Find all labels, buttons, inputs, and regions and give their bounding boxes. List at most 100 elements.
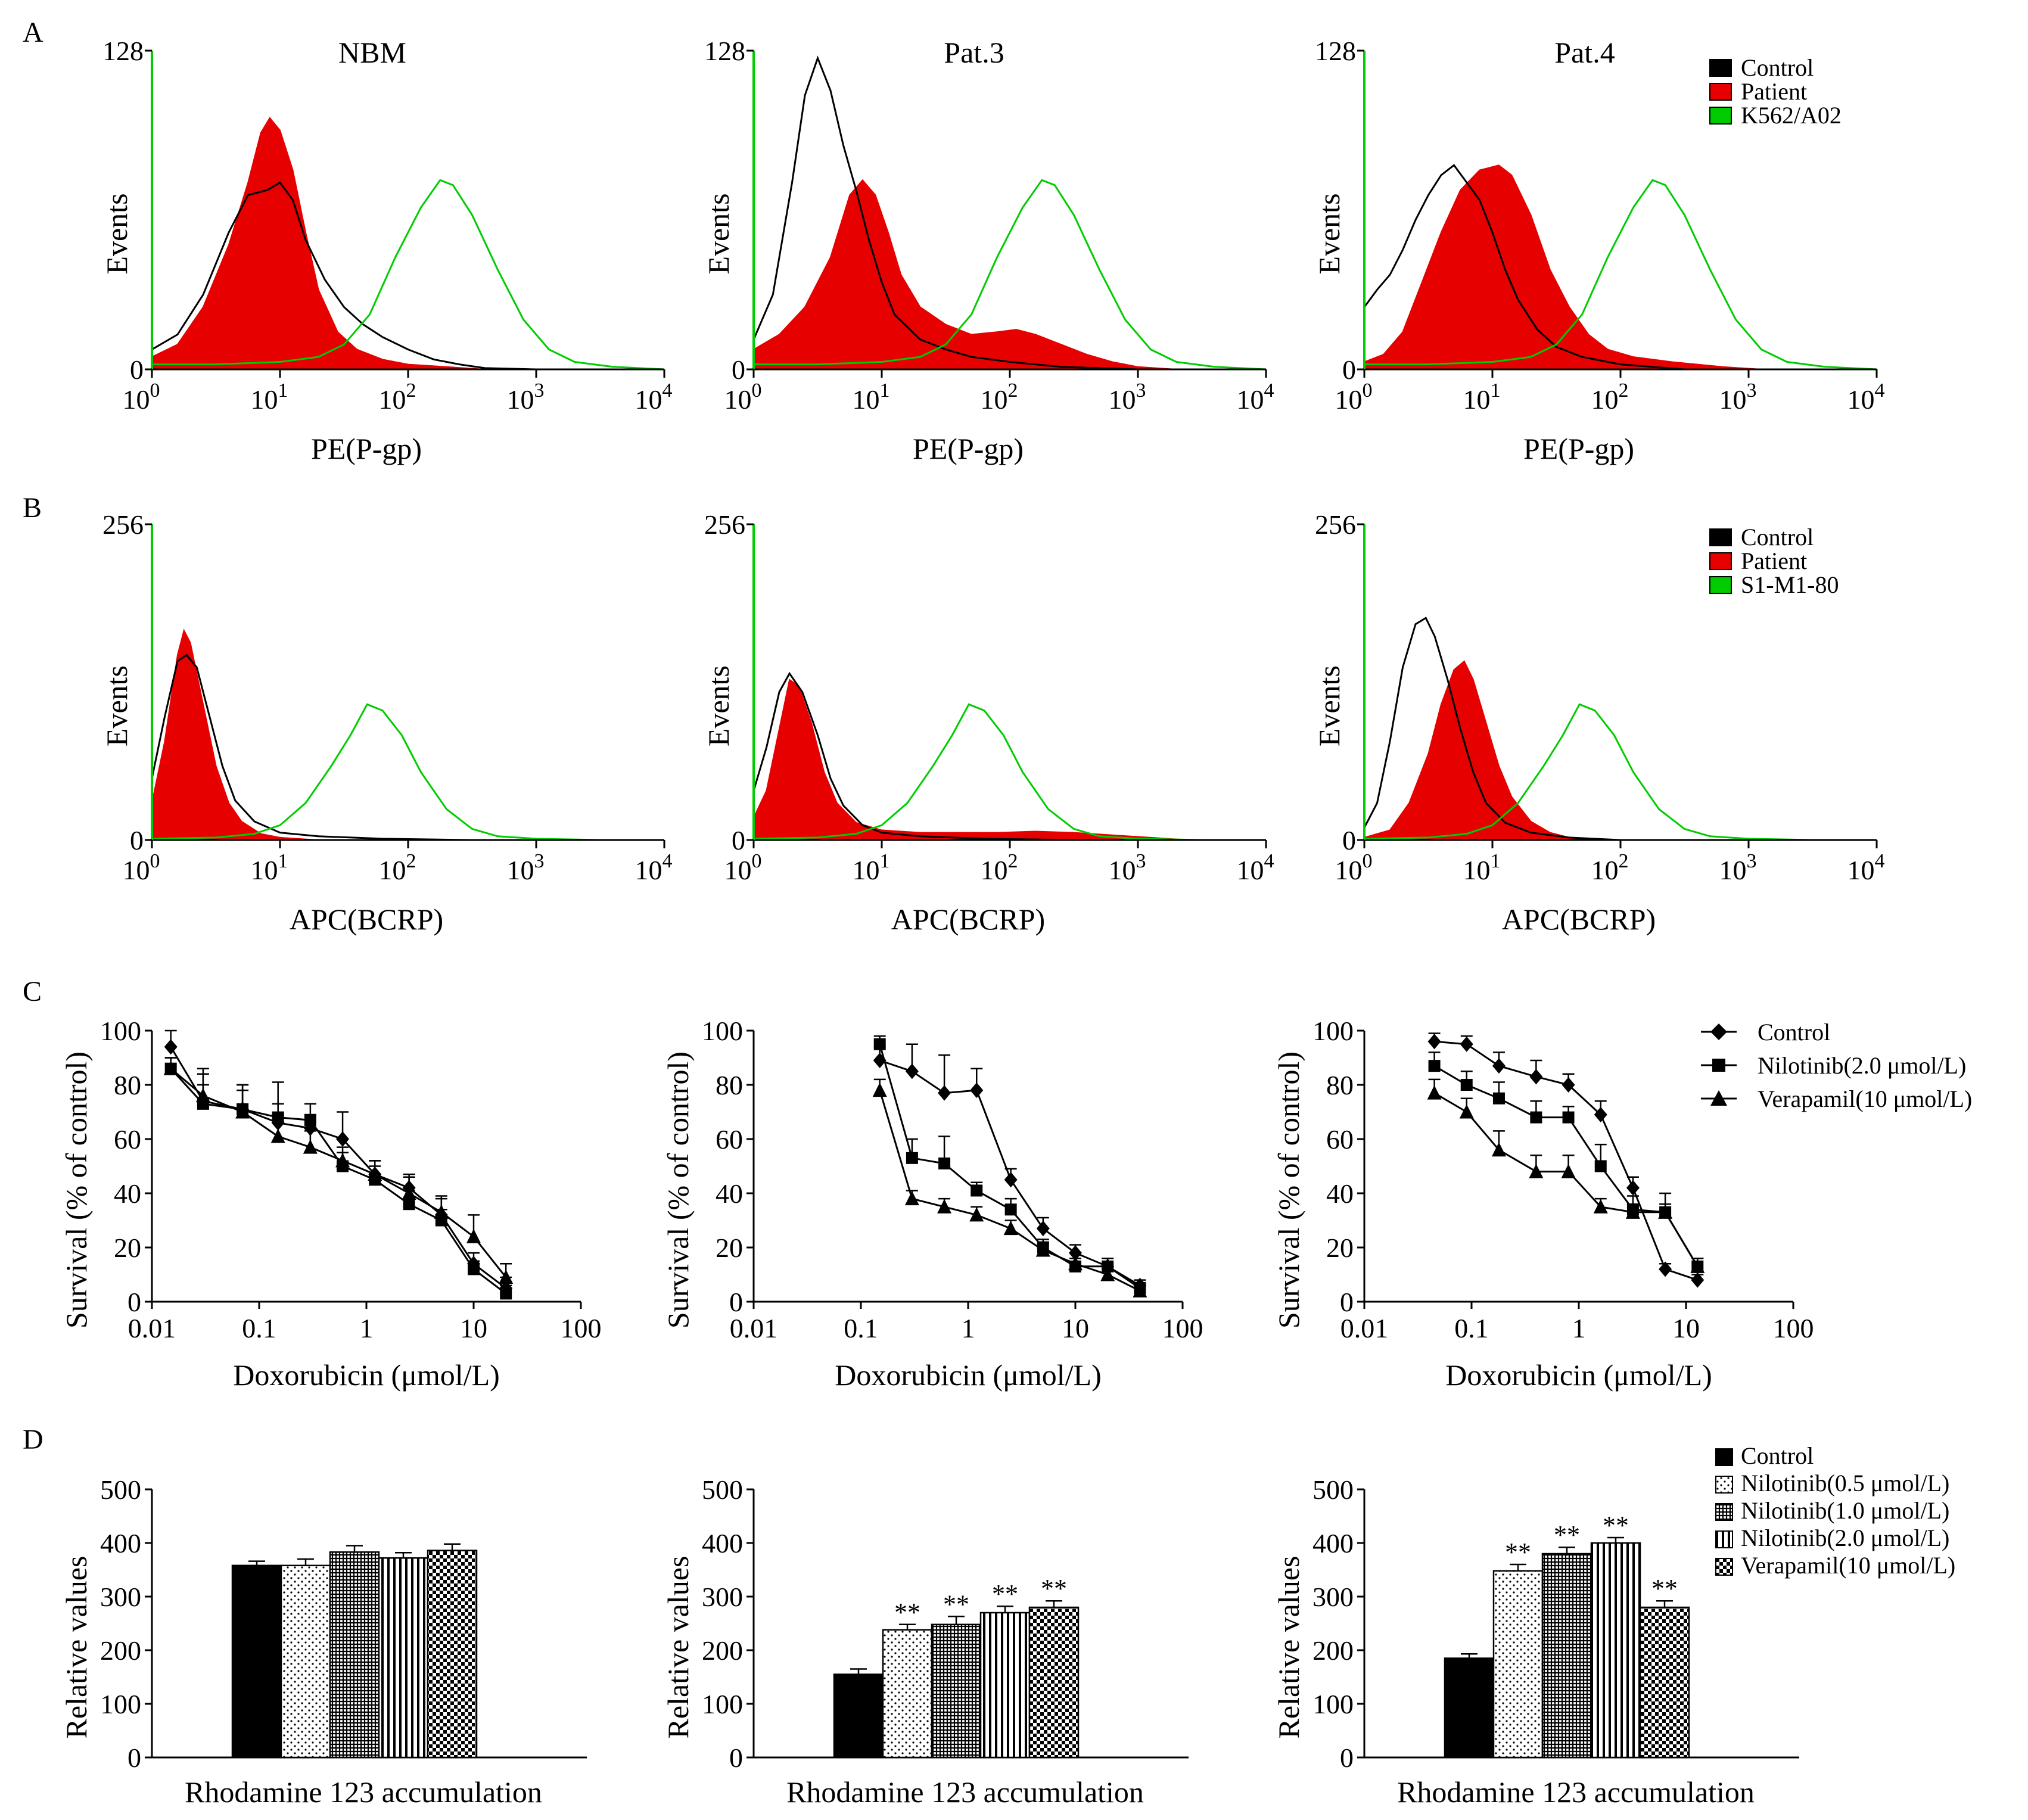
c3-diamond-point xyxy=(1626,1180,1640,1196)
c2-ylabel: Survival (% of control) xyxy=(661,1051,695,1329)
d2-bar-1 xyxy=(833,1673,884,1759)
legend-b-label-patient: Patient xyxy=(1741,547,1807,574)
legend-c-marker-square xyxy=(1712,1059,1725,1072)
d2-bar-4-significance: ** xyxy=(992,1579,1018,1609)
legend-a: Control Patient K562/A02 xyxy=(1709,54,1842,129)
b2-ytick-label: 0 xyxy=(732,825,745,855)
b1-ytick-label: 0 xyxy=(130,825,144,855)
c1-diamond-point xyxy=(336,1131,350,1147)
panel-letter-b: B xyxy=(23,492,42,524)
bar-chart-d1: 0 100 200 300 400 500 Rhodamine 123 accumulati… xyxy=(60,1474,587,1809)
a3-series-control xyxy=(1363,164,1685,371)
bar-chart-d2: 0 100 200 300 400 500 ** ** ** ** Rhodamine 123 ac… xyxy=(661,1474,1189,1809)
c3-triangle-point xyxy=(1459,1104,1474,1119)
b2-series-s1-m1-80 xyxy=(753,703,1202,841)
a2-xtick-label: 104 xyxy=(1237,379,1274,415)
legend-b-swatch-s1m180 xyxy=(1709,576,1732,594)
c2-triangle-point xyxy=(1100,1267,1115,1281)
c2-square-point xyxy=(971,1184,983,1197)
a3-xtick-label: 104 xyxy=(1847,379,1885,415)
c1-ytick-label: 0 xyxy=(127,1287,141,1317)
b2-ytick-label: 256 xyxy=(704,509,745,540)
b1-xlabel: APC(BCRP) xyxy=(290,903,443,936)
b2-xtick-label: 101 xyxy=(853,850,890,885)
legend-a-swatch-k562 xyxy=(1709,107,1732,125)
b2-xtick-label: 102 xyxy=(981,850,1018,885)
legend-b-label-control: Control xyxy=(1741,524,1814,550)
c3-diamond-point xyxy=(1562,1077,1575,1093)
b3-series-patient xyxy=(1364,660,1608,841)
d3-bar-5 xyxy=(1639,1606,1690,1759)
a2-series-k562-a02 xyxy=(754,179,1267,371)
panel-letter-d: D xyxy=(23,1424,43,1455)
a3-ytick-label: 128 xyxy=(1315,36,1356,66)
a1-ytick-label: 128 xyxy=(102,36,144,66)
legend-c-marker-diamond xyxy=(1710,1023,1727,1040)
c3-triangle-point xyxy=(1491,1142,1506,1157)
c1-xtick-label: 0.1 xyxy=(242,1313,276,1343)
c1-diamond-point xyxy=(164,1039,178,1055)
d2-ylabel: Relative values xyxy=(661,1556,695,1739)
legend-a-label-k562: K562/A02 xyxy=(1741,102,1842,129)
c2-diamond-point xyxy=(1069,1245,1082,1261)
legend-c-label-verapamil: Verapamil(10 μmol/L) xyxy=(1758,1085,1972,1112)
c3-triangle-point xyxy=(1658,1204,1673,1219)
a1-ylabel: Events xyxy=(100,193,133,274)
c1-triangle-point xyxy=(466,1228,481,1243)
c3-xtick-label: 10 xyxy=(1672,1313,1700,1343)
c2-triangle-point xyxy=(1035,1242,1050,1257)
d1-bar-2 xyxy=(280,1564,331,1759)
d3-ytick-label: 0 xyxy=(1340,1743,1354,1773)
a1-title: NBM xyxy=(338,36,406,69)
d2-bar-4 xyxy=(979,1611,1031,1759)
histogram-a1: 100 101 102 103 104 0 128 NBM PE(P-gp) Events xyxy=(100,36,673,465)
c3-ytick-label: 80 xyxy=(1326,1070,1354,1100)
a1-series-patient xyxy=(151,117,486,370)
b1-ytick-label: 256 xyxy=(102,509,144,540)
legend-d-swatch-nilotinib-20 xyxy=(1715,1530,1733,1548)
c2-ytick-label: 100 xyxy=(702,1016,743,1046)
panel-letter-c: C xyxy=(23,976,42,1007)
b2-xtick-label: 104 xyxy=(1237,850,1274,885)
c2-ytick-label: 80 xyxy=(716,1070,743,1100)
legend-d-swatch-nilotinib-05 xyxy=(1715,1476,1733,1494)
legend-d-label-control: Control xyxy=(1741,1442,1814,1469)
a2-series-patient xyxy=(753,179,1177,370)
d3-ytick-label: 200 xyxy=(1312,1635,1354,1666)
b1-xtick-label: 104 xyxy=(635,850,673,885)
c3-diamond-point xyxy=(1691,1272,1704,1288)
d2-bar-2-significance: ** xyxy=(894,1598,920,1627)
d3-bar-5-significance: ** xyxy=(1651,1574,1678,1603)
c2-diamond-point xyxy=(1036,1221,1050,1237)
a3-series-patient xyxy=(1364,164,1762,370)
c1-triangle-point xyxy=(499,1270,514,1284)
survival-chart-c3: 0.01 0.1 1 10 100 0 20 40 60 80 100 Doxorubicin (μm… xyxy=(1272,1016,1814,1392)
d3-ylabel: Relative values xyxy=(1272,1556,1305,1739)
b3-ylabel: Events xyxy=(1312,665,1346,746)
c2-diamond-point xyxy=(938,1085,951,1101)
c1-square-point xyxy=(500,1287,512,1300)
c1-ytick-label: 60 xyxy=(114,1124,141,1155)
d1-ytick-label: 0 xyxy=(127,1743,141,1773)
c1-triangle-point xyxy=(235,1104,250,1119)
legend-d-swatch-control xyxy=(1715,1448,1733,1466)
survival-chart-c1: 0.01 0.1 1 10 100 0 20 40 60 80 100 Doxorubicin (μm… xyxy=(60,1016,602,1392)
d1-bar-4 xyxy=(378,1557,429,1759)
c1-square-point xyxy=(468,1263,480,1275)
c1-triangle-point xyxy=(434,1204,449,1219)
b2-series-control xyxy=(752,671,1074,841)
d2-ytick-label: 0 xyxy=(729,1743,743,1773)
c3-ytick-label: 0 xyxy=(1340,1287,1354,1317)
b3-ytick-label: 256 xyxy=(1315,509,1356,540)
legend-a-swatch-control xyxy=(1709,59,1732,77)
c3-ytick-label: 60 xyxy=(1326,1124,1354,1155)
a2-title: Pat.3 xyxy=(944,36,1004,69)
c1-xtick-label: 10 xyxy=(460,1313,487,1343)
c3-xtick-label: 0.01 xyxy=(1340,1313,1389,1343)
d3-bar-2-significance: ** xyxy=(1505,1538,1531,1567)
a2-series-control xyxy=(752,55,1139,371)
d2-ytick-label: 300 xyxy=(702,1582,743,1612)
d2-bar-3-significance: ** xyxy=(943,1589,969,1619)
b2-xtick-label: 103 xyxy=(1109,850,1146,885)
c3-ytick-label: 20 xyxy=(1326,1233,1354,1263)
